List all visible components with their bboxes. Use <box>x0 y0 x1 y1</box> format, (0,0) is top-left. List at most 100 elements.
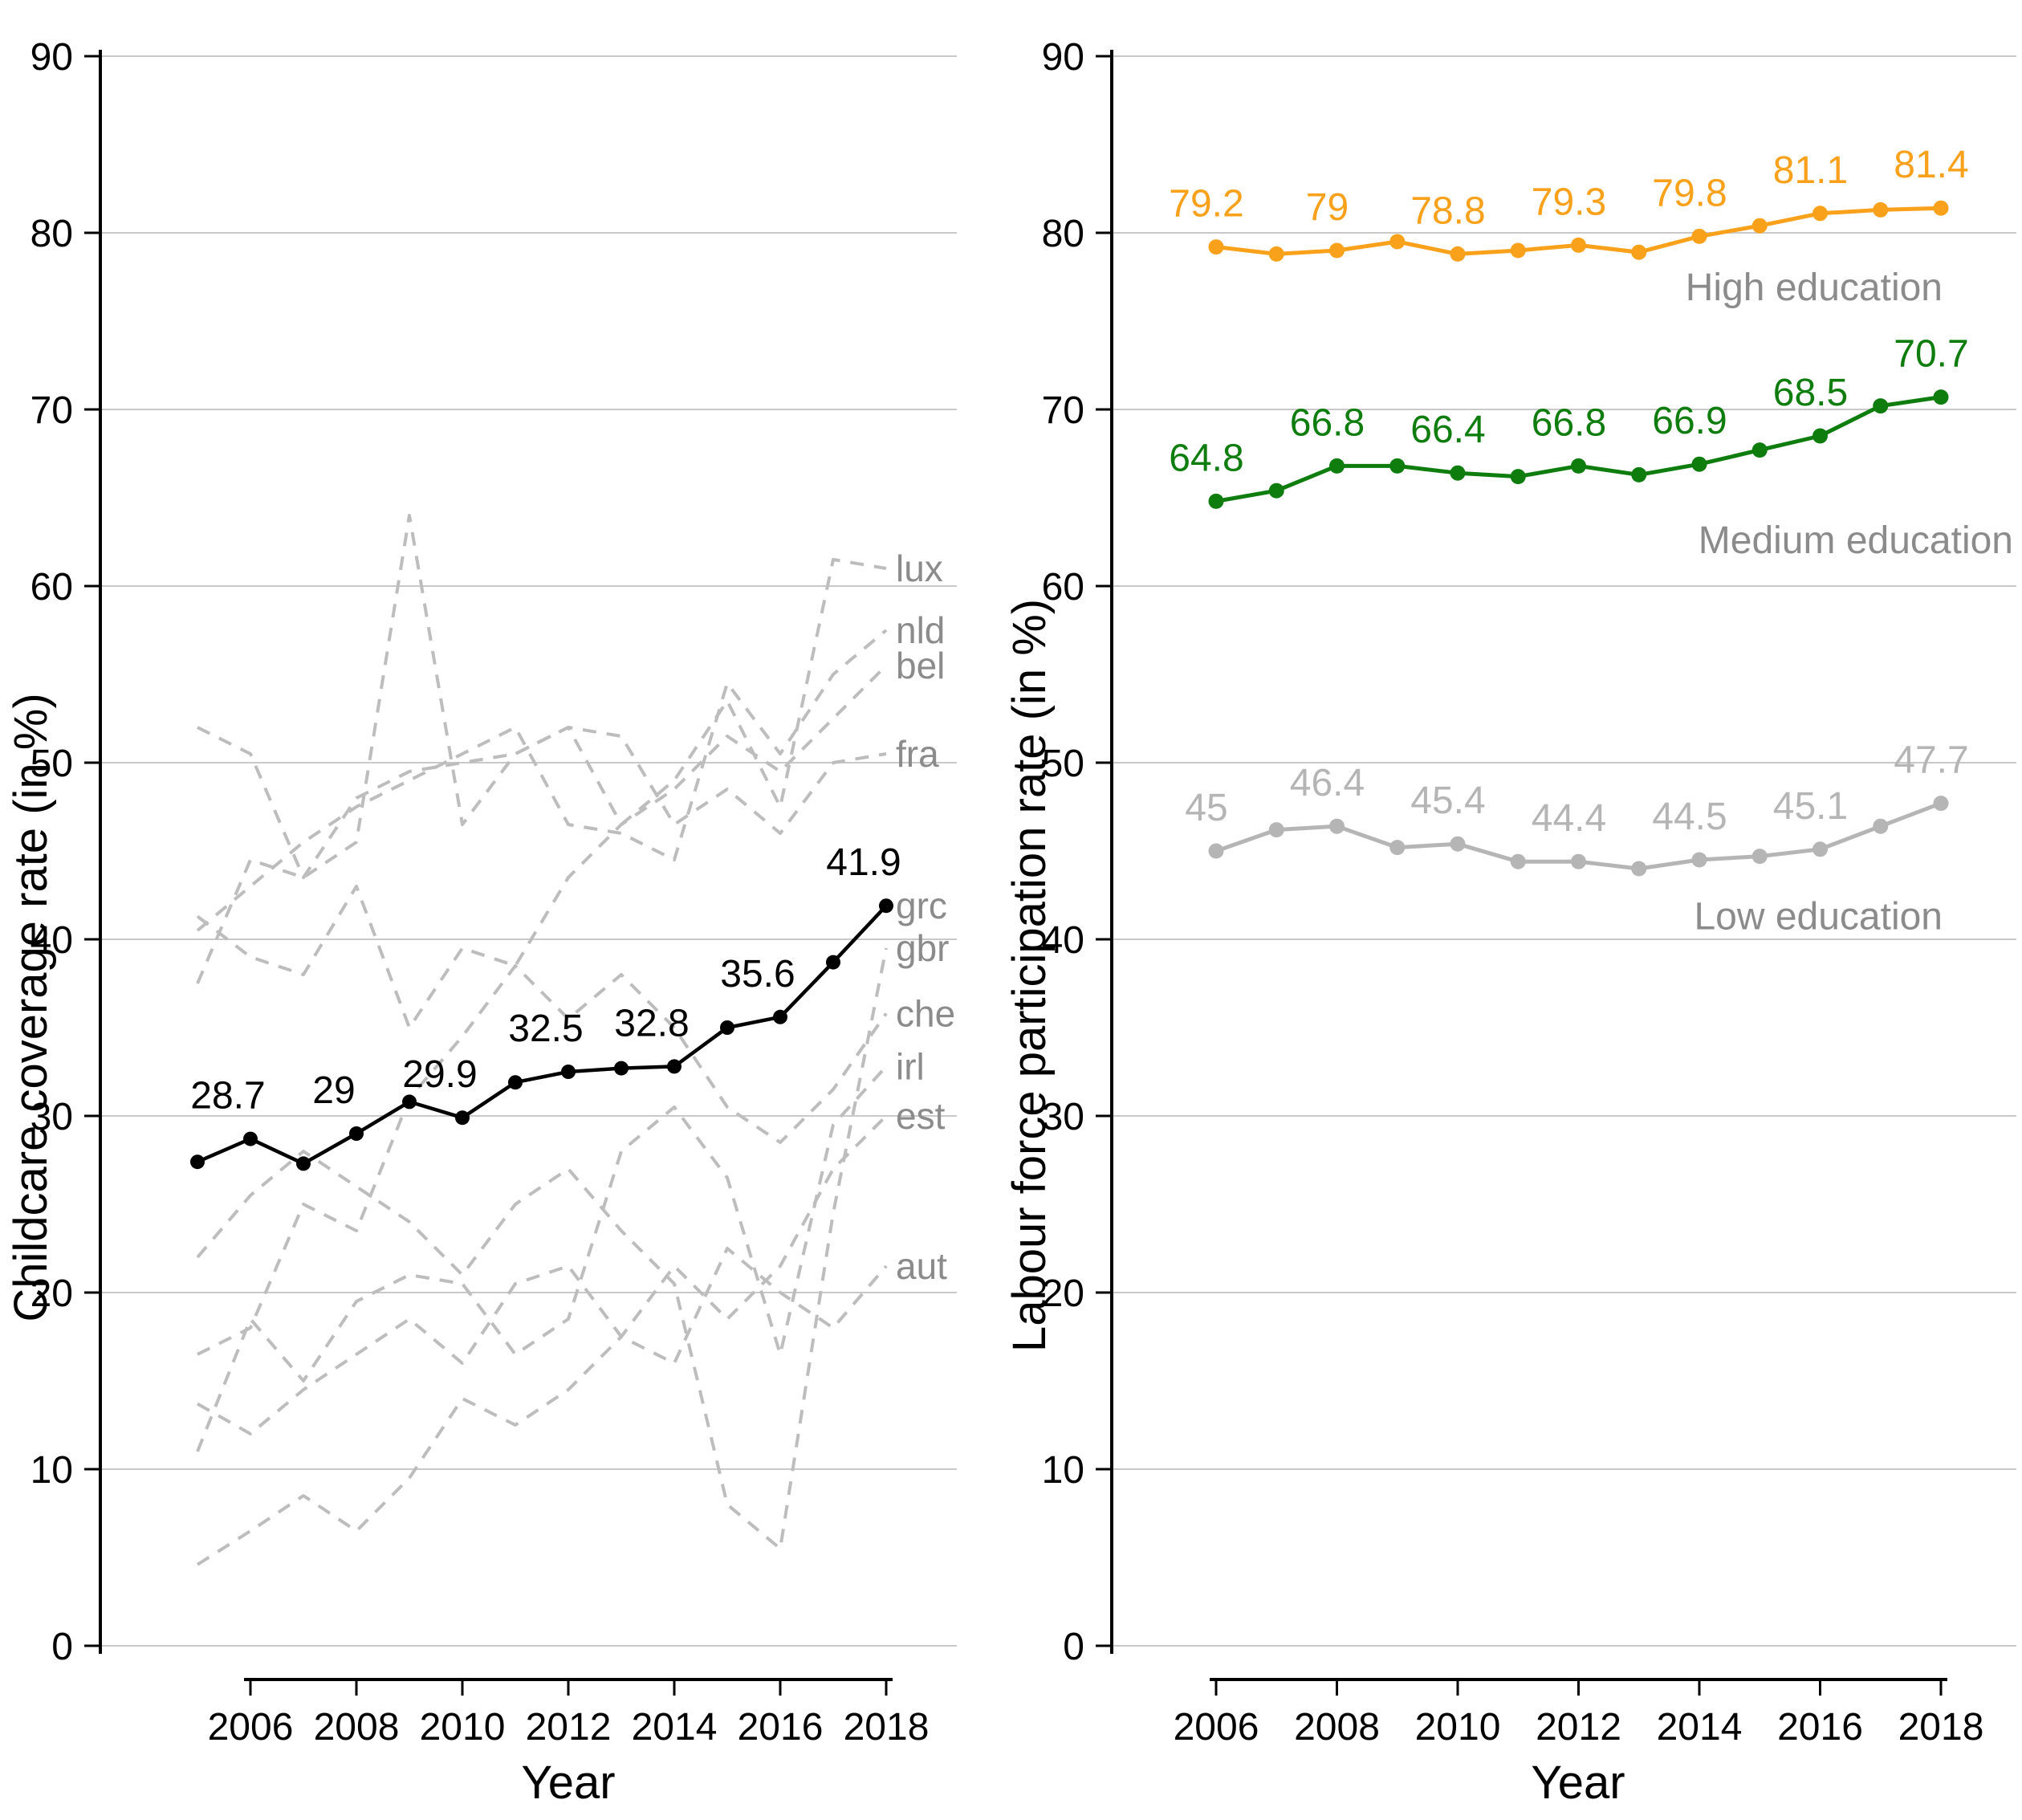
annotation-medium: Medium education <box>1699 519 2013 562</box>
side-label-nld: nld <box>896 609 945 651</box>
series-medium-point-2011 <box>1510 469 1526 485</box>
series-line-fra <box>197 726 887 879</box>
right-x-axis-title: Year <box>1531 1757 1625 1809</box>
series-medium-point-2014 <box>1691 456 1707 472</box>
series-grc-point-2012 <box>561 1065 576 1079</box>
x-tick-label-2010: 2010 <box>420 1706 506 1749</box>
series-high-point-2018 <box>1933 200 1949 216</box>
series-high-point-2013 <box>1631 244 1647 260</box>
x-tick-label-2018: 2018 <box>844 1706 930 1749</box>
series-grc-point-2014 <box>667 1059 681 1074</box>
series-low-point-2015 <box>1751 849 1768 865</box>
side-label-aut: aut <box>896 1245 947 1287</box>
series-low-point-2009 <box>1389 840 1406 856</box>
y-tick-label-90: 90 <box>31 36 73 79</box>
series-grc-value-label-2014: 32.8 <box>614 1002 689 1044</box>
series-medium-point-2018 <box>1933 389 1949 405</box>
side-label-fra: fra <box>896 733 939 775</box>
series-high-point-2014 <box>1691 228 1707 244</box>
series-medium-value-label-2014: 66.9 <box>1652 400 1727 442</box>
series-medium-value-label-2006: 64.8 <box>1169 437 1243 479</box>
x-tick-label-2010: 2010 <box>1415 1706 1501 1749</box>
series-grc-value-label-2012: 32.5 <box>508 1008 583 1050</box>
series-high-point-2015 <box>1751 218 1768 234</box>
left-x-axis-title: Year <box>521 1757 615 1809</box>
series-line-est <box>196 1114 888 1566</box>
side-label-che: che <box>896 992 955 1034</box>
series-grc-point-2017 <box>826 955 840 970</box>
x-tick-label-2014: 2014 <box>632 1706 718 1749</box>
series-high-value-label-2008: 79 <box>1306 186 1349 229</box>
series-medium-point-2017 <box>1873 398 1889 414</box>
y-tick-label-0: 0 <box>1063 1626 1084 1668</box>
series-low-value-label-2006: 45 <box>1185 787 1227 829</box>
series-high-value-label-2012: 79.3 <box>1532 181 1606 223</box>
y-tick-label-70: 70 <box>1042 389 1084 432</box>
series-low-point-2010 <box>1450 836 1466 852</box>
series-line-che <box>197 964 888 1356</box>
series-low-point-2014 <box>1691 852 1707 868</box>
series-low-point-2007 <box>1268 822 1284 838</box>
series-line-grc <box>197 904 888 1166</box>
series-grc-value-label-2006: 28.7 <box>190 1075 265 1118</box>
y-tick-label-50: 50 <box>1042 743 1084 785</box>
series-medium-point-2007 <box>1268 482 1284 499</box>
y-tick-label-30: 30 <box>31 1096 73 1138</box>
x-tick-label-2014: 2014 <box>1657 1706 1743 1749</box>
x-tick-label-2012: 2012 <box>526 1706 612 1749</box>
series-medium-point-2013 <box>1631 466 1647 482</box>
series-high-point-2009 <box>1389 234 1406 250</box>
series-high-point-2016 <box>1812 206 1828 222</box>
series-low-value-label-2014: 44.5 <box>1652 796 1727 838</box>
series-grc-point-2016 <box>773 1009 787 1024</box>
series-low-value-label-2016: 45.1 <box>1773 785 1848 828</box>
series-high-point-2006 <box>1208 239 1224 255</box>
series-high-value-label-2010: 78.8 <box>1410 189 1485 232</box>
side-label-lux: lux <box>896 548 943 589</box>
series-medium-value-label-2010: 66.4 <box>1410 409 1485 451</box>
y-tick-label-20: 20 <box>31 1272 73 1315</box>
series-grc-value-label-2016: 35.6 <box>720 953 795 996</box>
series-medium-point-2015 <box>1751 442 1768 458</box>
series-grc-point-2008 <box>349 1126 364 1141</box>
y-tick-label-40: 40 <box>31 919 73 962</box>
series-medium-point-2008 <box>1329 458 1345 474</box>
series-low-point-2008 <box>1329 818 1345 834</box>
annotation-low: Low education <box>1694 895 1943 938</box>
series-grc-point-2013 <box>614 1061 629 1076</box>
left-chart-panel: 0 10 20 30 40 50 60 70 80 90 2006 2008 2010 2012 2014 2… <box>31 36 957 1749</box>
series-grc-value-label-2018: 41.9 <box>826 841 901 884</box>
side-label-bel: bel <box>896 645 945 686</box>
y-tick-label-70: 70 <box>31 389 73 432</box>
series-low-point-2018 <box>1933 796 1949 812</box>
left-y-axis-title: Childcare coverage rate (in %) <box>5 693 57 1321</box>
series-grc-point-2018 <box>879 898 893 914</box>
series-grc-point-2009 <box>402 1094 417 1110</box>
series-grc-point-2007 <box>296 1156 311 1171</box>
series-high-point-2008 <box>1329 242 1345 259</box>
series-low-point-2011 <box>1510 853 1526 869</box>
series-low-value-label-2018: 47.7 <box>1894 739 1968 782</box>
series-medium-point-2006 <box>1208 493 1224 509</box>
right-y-axis-title: Labour force participation rate (in %) <box>1003 599 1056 1352</box>
series-medium-value-label-2016: 68.5 <box>1773 372 1848 414</box>
series-high-value-label-2018: 81.4 <box>1894 144 1968 186</box>
series-medium-value-label-2008: 66.8 <box>1290 401 1365 444</box>
side-label-grc: grc <box>896 885 947 926</box>
y-tick-label-10: 10 <box>1042 1449 1084 1492</box>
series-high-value-label-2014: 79.8 <box>1652 172 1727 214</box>
series-medium-value-label-2012: 66.8 <box>1532 401 1606 444</box>
x-tick-label-2012: 2012 <box>1536 1706 1621 1749</box>
x-tick-label-2008: 2008 <box>314 1706 400 1749</box>
series-high-point-2007 <box>1268 246 1284 262</box>
series-grc-point-2015 <box>720 1020 734 1035</box>
series-low-point-2006 <box>1208 843 1224 859</box>
series-grc-value-label-2010: 29.9 <box>402 1053 477 1096</box>
y-tick-label-90: 90 <box>1042 36 1084 79</box>
series-grc-point-2010 <box>455 1110 470 1126</box>
series-low-value-label-2010: 45.4 <box>1410 780 1485 822</box>
y-tick-label-60: 60 <box>31 566 73 609</box>
y-tick-label-20: 20 <box>1042 1272 1084 1315</box>
annotation-high: High education <box>1686 267 1943 309</box>
series-low-point-2012 <box>1571 853 1586 869</box>
